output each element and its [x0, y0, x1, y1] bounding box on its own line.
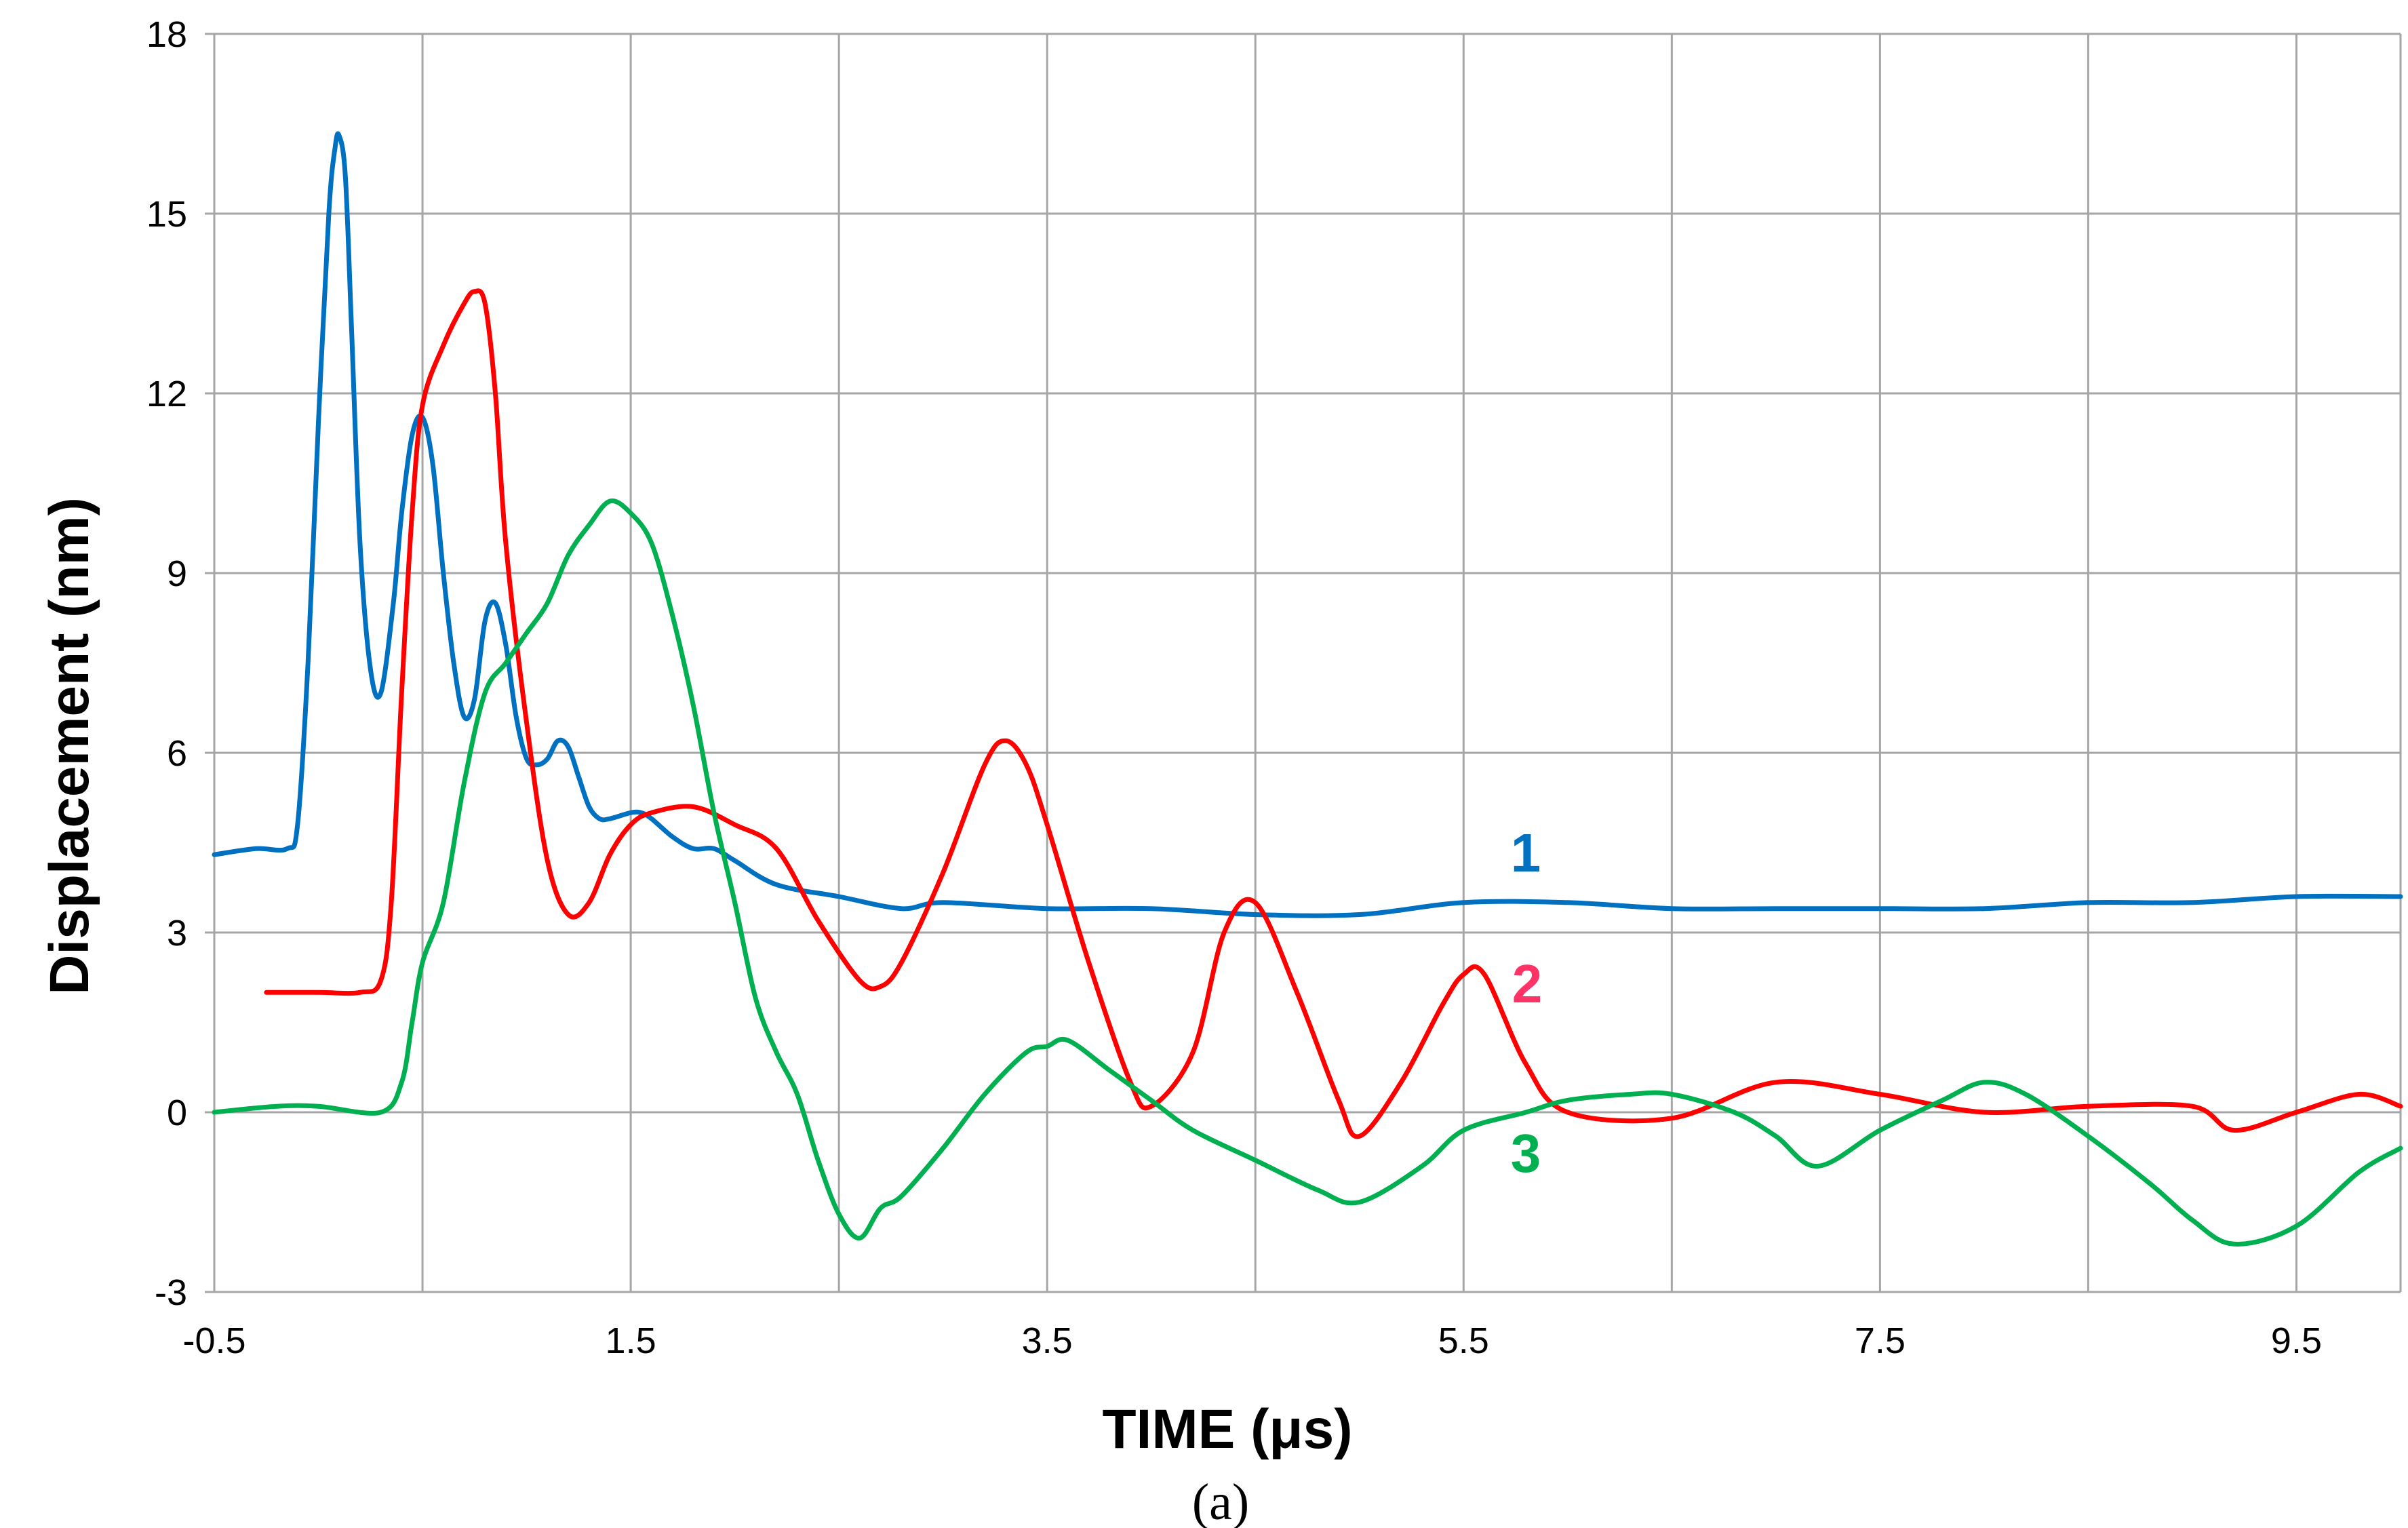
x-tick-label: 9.5: [2271, 1320, 2322, 1361]
y-tick-label: 12: [146, 374, 187, 414]
series-2-label: 2: [1512, 954, 1543, 1014]
figure-caption: (a): [1192, 1474, 1249, 1528]
x-axis-title: TIME (μs): [1102, 1398, 1352, 1460]
series-2-line: [264, 288, 2403, 1139]
series-lines: [212, 131, 2403, 1247]
x-tick-labels: -0.5 1.5 3.5 5.5 7.5 9.5: [182, 1320, 2322, 1361]
series-3-label: 3: [1511, 1123, 1541, 1183]
grid: [213, 33, 2402, 1293]
x-tick-label: -0.5: [182, 1320, 245, 1361]
y-tick-label: 0: [167, 1093, 187, 1133]
y-tick-labels: -3 0 3 6 9 12 15 18: [146, 14, 187, 1313]
y-axis-title: Displacement (nm): [39, 497, 100, 995]
x-tick-label: 5.5: [1438, 1320, 1489, 1361]
y-tick-label: 9: [167, 553, 187, 594]
y-tick-label: 15: [146, 194, 187, 235]
y-tick-label: 6: [167, 733, 187, 774]
x-tick-label: 3.5: [1022, 1320, 1073, 1361]
x-tick-label: 1.5: [606, 1320, 656, 1361]
series-3-line: [212, 498, 2403, 1247]
y-tick-label: 3: [167, 913, 187, 954]
series-1-line: [212, 131, 2403, 918]
y-tick-label: -3: [155, 1272, 187, 1313]
y-tick-label: 18: [146, 14, 187, 55]
series-1-label: 1: [1511, 823, 1541, 883]
x-tick-label: 7.5: [1855, 1320, 1906, 1361]
